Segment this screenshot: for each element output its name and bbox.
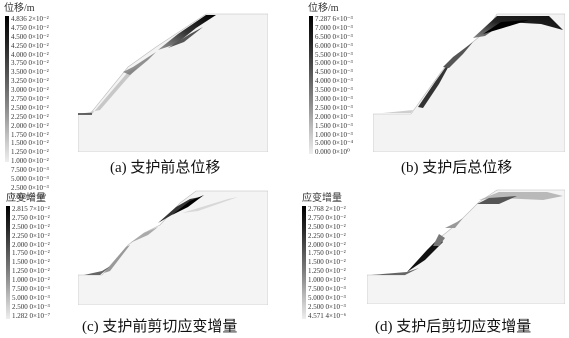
legend-tick-label: 1.250 0×10⁻² — [11, 148, 49, 157]
shear-strain-plot — [78, 185, 268, 305]
panel-caption: (d) 支护后剪切应变增量 — [375, 319, 532, 335]
legend-tick-label: 2.768 2×10⁻² — [308, 205, 346, 213]
legend-tick-label: 4.571 4×10⁻⁶ — [308, 311, 347, 320]
color-bar — [309, 16, 313, 154]
legend-title: 位移/m — [4, 3, 35, 14]
legend-title: 应变增量 — [6, 193, 46, 204]
legend-title: 应变增量 — [302, 193, 342, 204]
legend-tick-label: 2.500 0×10⁻³ — [12, 302, 50, 311]
legend-tick-label: 2.500 0×10⁻² — [11, 103, 49, 112]
legend-tick-label: 2.250 0×10⁻² — [308, 231, 346, 240]
legend-tick-label: 0.000 0×10⁰ — [11, 192, 46, 201]
legend-title: 位移/m — [308, 3, 339, 14]
legend-tick-label: 1.500 0×10⁻² — [12, 258, 50, 267]
legend-tick-label: 2.815 7×10⁻² — [12, 205, 50, 213]
legend-ticks: 4.836 2×10⁻² 4.750 0×10⁻² 4.500 0×10⁻² 4.25… — [11, 15, 49, 202]
legend-tick-label: 1.750 0×10⁻² — [308, 249, 346, 258]
legend-tick-label: 2.500 0×10⁻³ — [308, 302, 346, 311]
legend-tick-label: 6.500 0×10⁻³ — [315, 32, 353, 41]
legend-tick-label: 1.500 0×10⁻³ — [315, 121, 353, 130]
legend-tick-label: 1.000 0×10⁻² — [12, 276, 50, 285]
legend-tick-label: 1.000 0×10⁻² — [308, 276, 346, 285]
legend-tick-label: 4.000 0×10⁻² — [11, 50, 49, 59]
legend-tick-label: 1.250 0×10⁻² — [308, 267, 346, 276]
legend-tick-label: 4.500 0×10⁻³ — [315, 68, 353, 77]
legend-tick-label: 1.500 0×10⁻² — [308, 258, 346, 267]
legend-tick-label: 5.000 0×10⁻³ — [308, 293, 346, 302]
legend-tick-label: 3.250 0×10⁻² — [11, 77, 49, 86]
legend-tick-label: 1.250 0×10⁻² — [12, 267, 50, 276]
legend-tick-label: 2.750 0×10⁻² — [11, 95, 49, 104]
legend-tick-label: 7.500 0×10⁻³ — [12, 285, 50, 294]
legend-tick-label: 6.000 0×10⁻³ — [315, 41, 353, 50]
legend-tick-label: 4.500 0×10⁻² — [11, 32, 49, 41]
legend-ticks: 2.768 2×10⁻² 2.750 0×10⁻² 2.500 0×10⁻² 2.25… — [308, 205, 346, 321]
panel-caption: (c) 支护前剪切应变增量 — [82, 319, 238, 335]
legend-tick-label: 1.750 0×10⁻² — [12, 249, 50, 258]
legend-tick-label: 2.250 0×10⁻² — [12, 231, 50, 240]
shear-strain-plot — [367, 184, 565, 304]
legend-tick-label: 7.287 6×10⁻³ — [315, 15, 353, 23]
legend-tick-label: 2.000 0×10⁻² — [12, 240, 50, 249]
color-bar — [6, 206, 10, 319]
legend-tick-label: 7.500 0×10⁻³ — [11, 166, 49, 175]
legend-tick-label: 2.250 0×10⁻² — [11, 112, 49, 121]
legend-tick-label: 2.000 0×10⁻² — [308, 240, 346, 249]
panel-caption: (b) 支护后总位移 — [401, 160, 513, 176]
legend-tick-label: 3.000 0×10⁻² — [11, 86, 49, 95]
legend-tick-label: 5.000 0×10⁻³ — [12, 293, 50, 302]
legend-tick-label: 2.000 0×10⁻³ — [315, 112, 353, 121]
legend-ticks: 7.287 6×10⁻³ 7.000 0×10⁻³ 6.500 0×10⁻³ 6.00… — [315, 15, 353, 157]
legend-ticks: 2.815 7×10⁻² 2.750 0×10⁻² 2.500 0×10⁻² 2.25… — [12, 205, 50, 321]
color-bar — [5, 16, 9, 162]
panel-a: 位移/m 4.836 2×10⁻² 4.750 0×10⁻² 4.500 0×10⁻… — [0, 0, 285, 201]
legend-tick-label: 4.750 0×10⁻² — [11, 23, 49, 32]
panel-caption: (a) 支护前总位移 — [110, 160, 221, 176]
legend-tick-label: 2.500 0×10⁻³ — [11, 183, 49, 192]
panel-d: 应变增量 2.768 2×10⁻² 2.750 0×10⁻² 2.500 0×10⁻… — [285, 180, 569, 338]
legend-tick-label: 2.500 0×10⁻³ — [315, 103, 353, 112]
displacement-plot — [78, 12, 268, 152]
displacement-plot — [373, 12, 565, 152]
legend-tick-label: 4.250 0×10⁻² — [11, 41, 49, 50]
color-bar — [302, 206, 306, 319]
legend-tick-label: 2.000 0×10⁻² — [11, 121, 49, 130]
legend-tick-label: 1.500 0×10⁻² — [11, 139, 49, 148]
legend-tick-label: 4.836 2×10⁻² — [11, 15, 49, 23]
legend-tick-label: 5.000 0×10⁻³ — [11, 175, 49, 184]
legend-tick-label: 1.750 0×10⁻² — [11, 130, 49, 139]
legend-tick-label: 2.750 0×10⁻² — [12, 213, 50, 222]
legend-tick-label: 2.500 0×10⁻² — [12, 222, 50, 231]
legend-tick-label: 5.000 0×10⁻³ — [315, 59, 353, 68]
legend-tick-label: 2.750 0×10⁻² — [308, 213, 346, 222]
legend-tick-label: 7.500 0×10⁻³ — [308, 285, 346, 294]
legend-tick-label: 3.500 0×10⁻³ — [315, 86, 353, 95]
legend-tick-label: 1.000 0×10⁻³ — [315, 130, 353, 139]
legend-tick-label: 0.000 0×10⁰ — [315, 148, 350, 157]
legend-tick-label: 3.000 0×10⁻³ — [315, 95, 353, 104]
legend-tick-label: 7.000 0×10⁻³ — [315, 23, 353, 32]
legend-tick-label: 1.000 0×10⁻² — [11, 157, 49, 166]
panel-c: 应变增量 2.815 7×10⁻² 2.750 0×10⁻² 2.500 0×10⁻… — [0, 180, 285, 338]
legend-tick-label: 4.000 0×10⁻³ — [315, 77, 353, 86]
legend-tick-label: 2.500 0×10⁻² — [308, 222, 346, 231]
panel-b: 位移/m 7.287 6×10⁻³ 7.000 0×10⁻³ 6.500 0×10⁻… — [285, 0, 569, 180]
legend-tick-label: 3.750 0×10⁻² — [11, 59, 49, 68]
legend-tick-label: 5.500 0×10⁻³ — [315, 50, 353, 59]
legend-tick-label: 1.282 0×10⁻⁷ — [12, 311, 51, 320]
legend-tick-label: 5.000 0×10⁻⁴ — [315, 139, 354, 148]
legend-tick-label: 3.500 0×10⁻² — [11, 68, 49, 77]
